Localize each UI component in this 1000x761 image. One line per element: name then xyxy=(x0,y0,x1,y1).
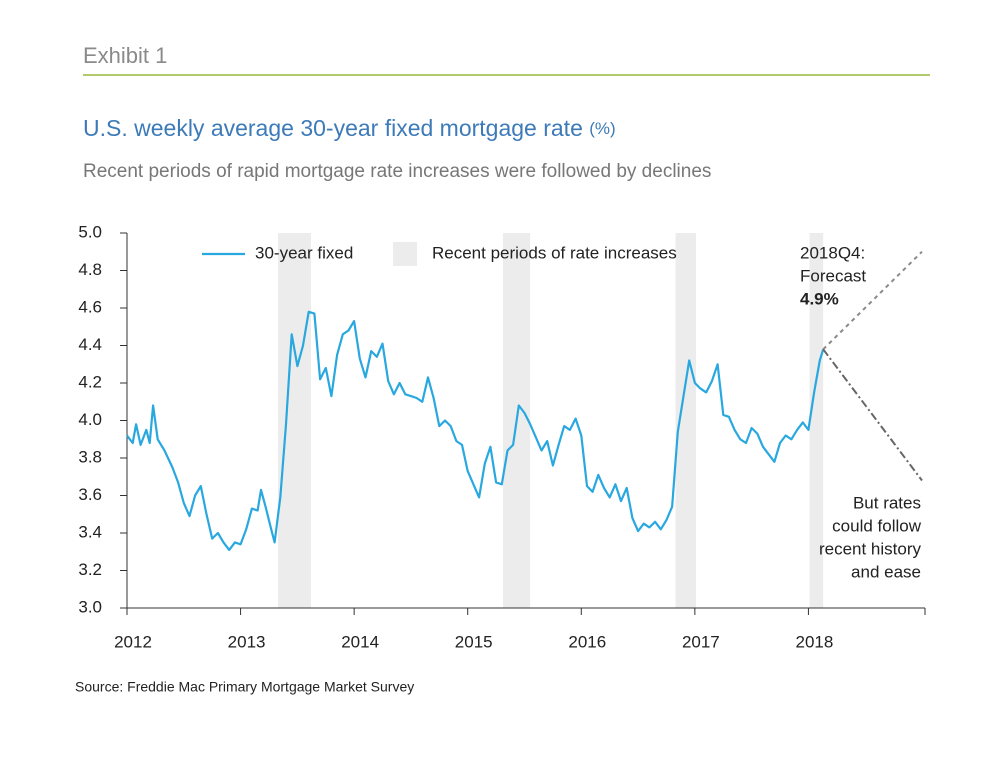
forecast-lower xyxy=(822,348,923,482)
title-text: U.S. weekly average 30-year fixed mortga… xyxy=(83,115,583,141)
exhibit-label: Exhibit 1 xyxy=(83,43,167,68)
y-tick-label: 4.8 xyxy=(78,260,102,279)
x-tick-label: 2014 xyxy=(341,632,379,651)
legend-swatch xyxy=(393,242,417,266)
chart-title: U.S. weekly average 30-year fixed mortga… xyxy=(83,115,616,141)
legend-label: 30-year fixed xyxy=(255,243,353,262)
x-tick-label: 2017 xyxy=(682,632,720,651)
forecast-label: Forecast xyxy=(800,266,866,285)
series-line xyxy=(126,310,825,551)
y-tick-label: 4.4 xyxy=(78,335,102,354)
y-tick-label: 4.0 xyxy=(78,410,102,429)
y-tick-label: 3.0 xyxy=(78,597,102,616)
forecast-value-label: 4.9% xyxy=(800,289,839,308)
y-tick-label: 3.2 xyxy=(78,560,102,579)
x-tick-label: 2012 xyxy=(114,632,152,651)
title-unit: (%) xyxy=(589,119,615,138)
y-tick-label: 4.6 xyxy=(78,297,102,316)
y-tick-label: 3.6 xyxy=(78,485,102,504)
shaded-period xyxy=(675,233,696,608)
shaded-period xyxy=(809,233,824,608)
legend-label: Recent periods of rate increases xyxy=(432,243,677,262)
x-tick-label: 2016 xyxy=(568,632,606,651)
x-tick-label: 2018 xyxy=(796,632,834,651)
x-tick-label: 2013 xyxy=(228,632,266,651)
lower-label: recent history xyxy=(819,539,922,558)
y-tick-label: 5.0 xyxy=(78,222,102,241)
chart-subtitle: Recent periods of rapid mortgage rate in… xyxy=(83,161,711,182)
y-tick-label: 3.8 xyxy=(78,447,102,466)
x-tick-label: 2015 xyxy=(455,632,493,651)
forecast-upper xyxy=(822,250,923,351)
source: Source: Freddie Mac Primary Mortgage Mar… xyxy=(75,679,414,695)
y-tick-label: 4.2 xyxy=(78,372,102,391)
lower-label: and ease xyxy=(851,562,921,581)
lower-label: But rates xyxy=(853,493,921,512)
lower-label: could follow xyxy=(832,516,922,535)
shaded-period xyxy=(278,233,311,608)
forecast-label: 2018Q4: xyxy=(800,243,865,262)
y-tick-label: 3.4 xyxy=(78,522,102,541)
